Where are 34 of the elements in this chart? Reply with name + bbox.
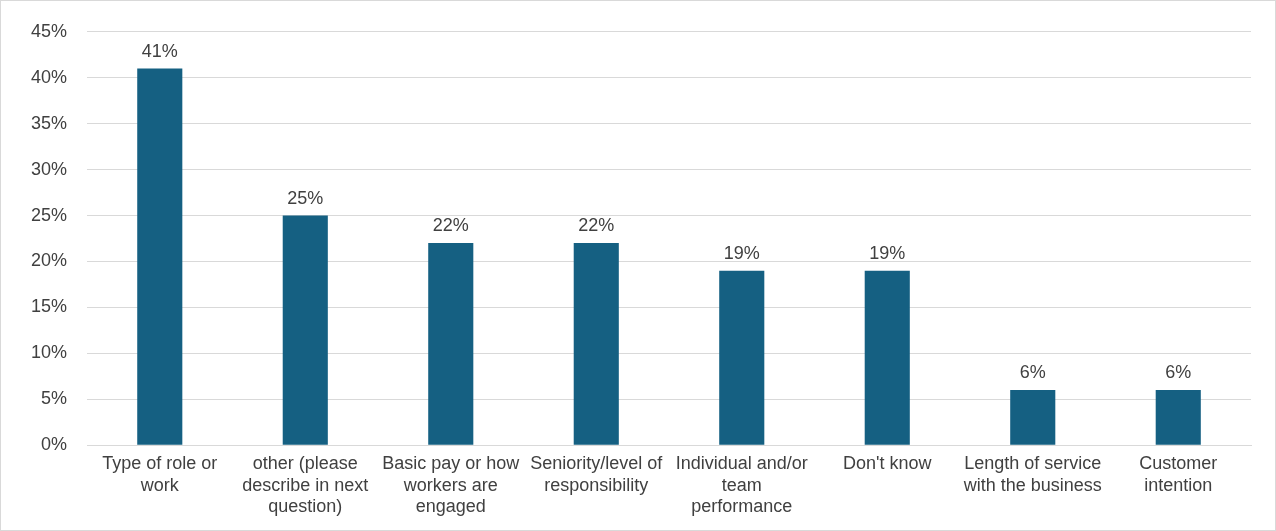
y-tick-label: 20% — [31, 250, 68, 271]
x-tick-label: Length of service with the business — [962, 452, 1102, 495]
y-tick-label: 10% — [31, 342, 68, 363]
x-tick-label: Seniority/level of responsibility — [530, 452, 664, 495]
data-label: 22% — [432, 215, 469, 236]
data-label: 41% — [141, 40, 178, 61]
data-label: 19% — [869, 242, 906, 263]
y-tick-label: 25% — [31, 204, 68, 225]
data-label: 19% — [723, 242, 760, 263]
data-label: 25% — [287, 187, 324, 208]
x-tick-label: Individual and/or team performance — [675, 452, 808, 517]
y-tick-label: 45% — [31, 20, 68, 41]
y-tick-label: 5% — [41, 388, 68, 409]
y-tick-label: 40% — [31, 66, 68, 87]
bar — [282, 215, 328, 445]
y-tick-label: 35% — [31, 112, 68, 133]
x-tick-label: Don't know — [843, 452, 933, 473]
bar — [137, 68, 183, 445]
y-tick-label: 15% — [31, 296, 68, 317]
bar — [719, 270, 765, 445]
x-tick-label: other (please describe in next question) — [242, 452, 369, 517]
bar — [428, 243, 474, 445]
y-tick-label: 0% — [41, 434, 68, 455]
x-tick-label: Customer intention — [1139, 452, 1218, 495]
data-label: 6% — [1019, 362, 1046, 383]
y-tick-label: 30% — [31, 158, 68, 179]
bar — [1155, 390, 1201, 445]
data-label: 6% — [1165, 362, 1192, 383]
x-tick-label: Type of role or work — [102, 452, 218, 495]
bar — [1010, 390, 1056, 445]
bar — [573, 243, 619, 445]
data-label: 22% — [578, 215, 615, 236]
x-tick-label: Basic pay or how workers are engaged — [382, 452, 521, 517]
bar — [864, 270, 910, 445]
